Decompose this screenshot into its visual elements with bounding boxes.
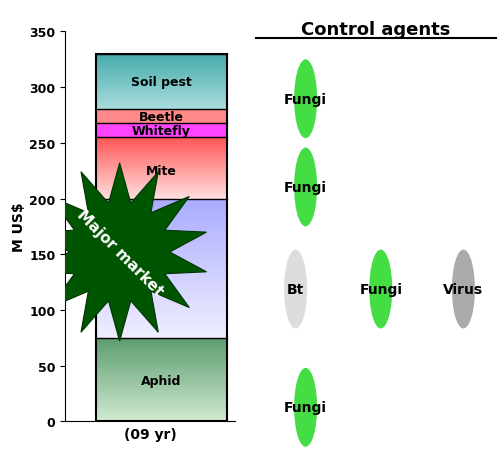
Text: Virus: Virus — [443, 282, 483, 296]
Ellipse shape — [294, 368, 317, 447]
Y-axis label: M US$: M US$ — [13, 202, 27, 251]
Text: Mite: Mite — [146, 165, 177, 178]
Bar — [96, 55, 227, 421]
Text: Beetle: Beetle — [139, 110, 184, 123]
Text: Fungi: Fungi — [284, 181, 327, 194]
Ellipse shape — [284, 250, 307, 329]
Text: Aphid: Aphid — [141, 374, 181, 387]
Text: Bt: Bt — [287, 282, 304, 296]
Text: Whitefly: Whitefly — [132, 125, 191, 138]
Text: Moth: Moth — [144, 263, 179, 275]
Ellipse shape — [294, 148, 317, 227]
Text: Fungi: Fungi — [284, 400, 327, 414]
Text: Fungi: Fungi — [284, 93, 327, 106]
Ellipse shape — [294, 60, 317, 139]
Text: Soil pest: Soil pest — [131, 76, 192, 89]
Ellipse shape — [369, 250, 392, 329]
X-axis label: (09 yr): (09 yr) — [124, 427, 177, 441]
Text: Major market: Major market — [74, 206, 166, 298]
Text: Control agents: Control agents — [301, 21, 450, 39]
Text: Fungi: Fungi — [359, 282, 402, 296]
Polygon shape — [33, 163, 206, 341]
Ellipse shape — [452, 250, 475, 329]
